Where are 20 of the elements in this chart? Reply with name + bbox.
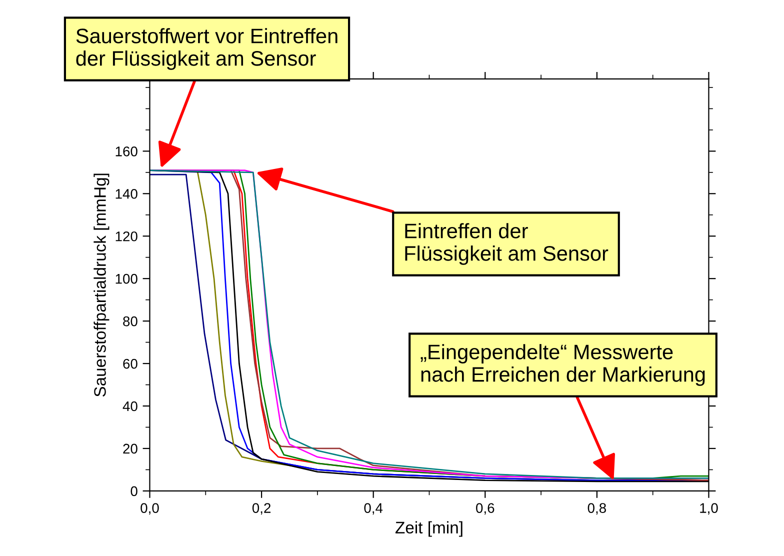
x-tick-label: 0,6 bbox=[476, 503, 494, 515]
y-tick-label: 0 bbox=[130, 486, 138, 496]
y-tick-label: 40 bbox=[122, 401, 138, 412]
y-tick-label: 120 bbox=[116, 231, 138, 242]
annotation: „Eingependelte“ Messwerte nach Erreichen der Markierung bbox=[420, 344, 705, 386]
annotation: Sauerstoffwert vor Eintreffen der Flüssigkeit am Sensor bbox=[76, 28, 338, 70]
y-tick-label: 20 bbox=[123, 444, 138, 454]
y-tick-label: 60 bbox=[123, 358, 138, 369]
annotation: Eintreffen der Flüssigkeit am Sensor bbox=[405, 223, 608, 265]
x-tick-label: 1,0 bbox=[700, 503, 718, 515]
y-tick-label: 160 bbox=[116, 146, 138, 156]
y-axis-title: Sauerstoffpartialdruck [mmHg] bbox=[94, 174, 110, 397]
x-tick-label: 0,2 bbox=[252, 503, 270, 515]
x-axis-title: Zeit [min] bbox=[396, 521, 462, 537]
y-tick-label: 80 bbox=[123, 316, 138, 326]
x-tick-label: 0,4 bbox=[364, 503, 383, 515]
y-tick-label: 140 bbox=[116, 188, 138, 199]
x-tick-label: 0,0 bbox=[140, 503, 159, 515]
x-tick-label: 0,8 bbox=[588, 503, 606, 515]
y-tick-label: 100 bbox=[116, 274, 138, 284]
